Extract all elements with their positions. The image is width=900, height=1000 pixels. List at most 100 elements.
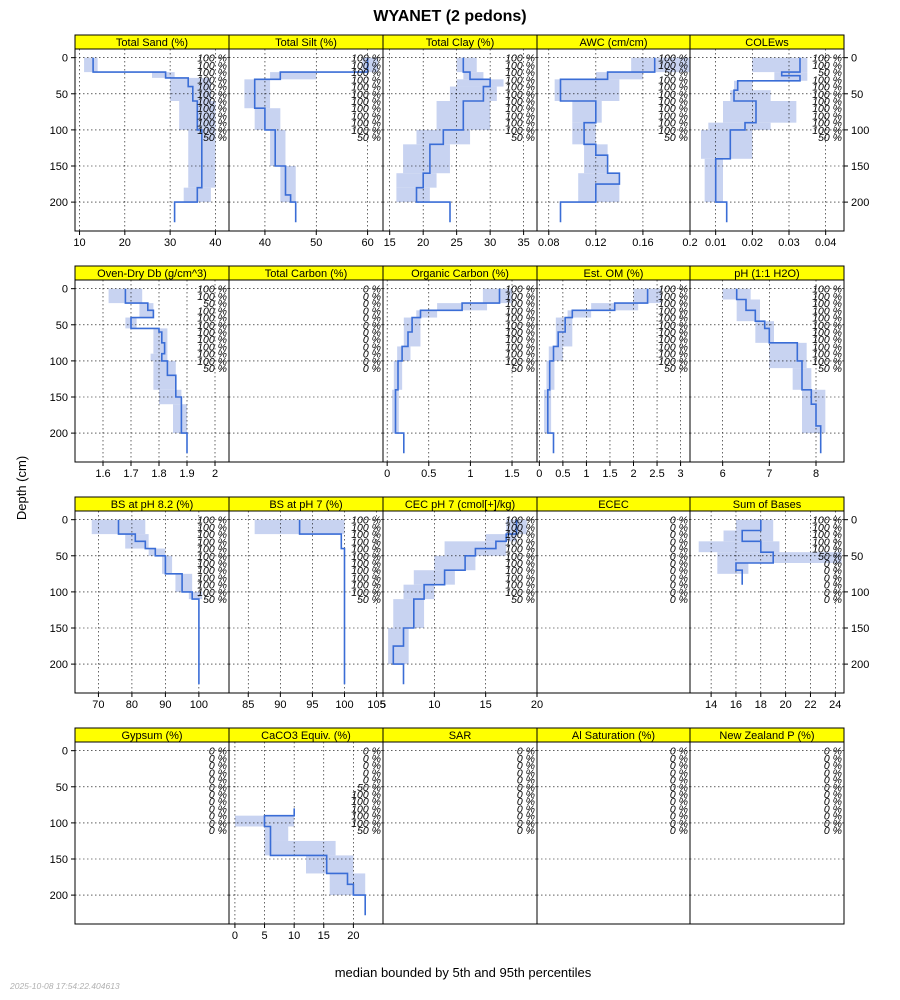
x-tick-label: 0.03 xyxy=(778,237,799,249)
pct-label: 50 % xyxy=(664,132,688,144)
pct-label: 100 % xyxy=(197,96,227,108)
x-tick-label: 85 xyxy=(242,699,254,711)
panel-title: SAR xyxy=(449,730,472,742)
pct-label: 100 % xyxy=(197,103,227,115)
pct-label: 100 % xyxy=(351,529,381,541)
pct-label: 100 % xyxy=(505,82,535,94)
panel-frame xyxy=(689,48,845,232)
pct-label: 100 % xyxy=(812,349,842,361)
pct-label: 100 % xyxy=(812,536,842,548)
pct-label: 100 % xyxy=(351,580,381,592)
y-tick-label-left: 0 xyxy=(62,284,68,296)
pct-label: 100 % xyxy=(197,60,227,72)
percentile-band xyxy=(173,404,187,434)
pct-label: 50 % xyxy=(203,298,227,310)
panel-11: BS at pH 7 (%)100 %100 %100 %100 %100 %1… xyxy=(228,496,386,711)
pct-label: 100 % xyxy=(658,118,688,130)
pct-label: 100 % xyxy=(812,284,842,296)
pct-label: 0 % xyxy=(824,587,842,599)
pct-label: 100 % xyxy=(658,89,688,101)
x-tick-label: 1.5 xyxy=(602,468,617,480)
percentile-band xyxy=(730,90,771,101)
percentile-band xyxy=(704,158,723,203)
x-tick-label: 2 xyxy=(212,468,218,480)
pct-label: 100 % xyxy=(812,103,842,115)
pct-label: 0 % xyxy=(670,789,688,801)
y-tick-label-left: 50 xyxy=(56,782,68,794)
pct-label: 100 % xyxy=(505,118,535,130)
pct-label: 0 % xyxy=(824,818,842,830)
percentile-band xyxy=(701,129,753,159)
pct-label: 50 % xyxy=(511,363,535,375)
pct-label: 0 % xyxy=(209,796,227,808)
pct-label: 100 % xyxy=(505,544,535,556)
pct-label: 100 % xyxy=(658,103,688,115)
percentile-band xyxy=(162,555,173,574)
pct-label: 0 % xyxy=(670,825,688,837)
pct-label: 0 % xyxy=(517,796,535,808)
median-line xyxy=(546,288,649,454)
percentile-band xyxy=(456,79,504,87)
pct-label: 0 % xyxy=(824,565,842,577)
percentile-band xyxy=(280,166,296,203)
pct-label: 0 % xyxy=(517,825,535,837)
percentile-band xyxy=(595,72,643,80)
percentile-band xyxy=(397,346,411,361)
percentile-band xyxy=(396,187,430,203)
y-tick-label-right: 200 xyxy=(851,659,869,671)
pct-label: 100 % xyxy=(197,125,227,137)
pct-label: 100 % xyxy=(505,291,535,303)
pct-label: 100 % xyxy=(197,89,227,101)
percentile-band xyxy=(148,548,166,556)
pct-label: 100 % xyxy=(197,74,227,86)
pct-label: 0 % xyxy=(824,796,842,808)
percentile-band xyxy=(717,563,749,574)
median-line xyxy=(714,57,801,223)
pct-label: 100 % xyxy=(505,60,535,72)
panel-title: Est. OM (%) xyxy=(584,268,644,280)
pct-label: 0 % xyxy=(670,803,688,815)
pct-label: 100 % xyxy=(351,572,381,584)
pct-label: 100 % xyxy=(351,103,381,115)
x-tick-label: 2.5 xyxy=(649,468,664,480)
pct-label: 100 % xyxy=(812,320,842,332)
percentile-band xyxy=(84,57,98,73)
x-tick-label: 0.01 xyxy=(705,237,726,249)
y-tick-label-left: 150 xyxy=(50,392,68,404)
pct-label: 0 % xyxy=(670,746,688,758)
pct-label: 100 % xyxy=(197,515,227,527)
median-line xyxy=(298,519,346,685)
pct-label: 100 % xyxy=(197,334,227,346)
pct-label: 100 % xyxy=(197,587,227,599)
percentile-band xyxy=(152,72,175,78)
median-line xyxy=(415,57,491,223)
pct-label: 0 % xyxy=(670,767,688,779)
panel-15: Gypsum (%)0 %0 %0 %0 %0 %0 %0 %0 %0 %0 %… xyxy=(74,727,230,925)
pct-label: 100 % xyxy=(197,110,227,122)
x-tick-label: 0.5 xyxy=(421,468,436,480)
pct-label: 100 % xyxy=(197,284,227,296)
percentile-band xyxy=(362,57,378,73)
panel-frame xyxy=(689,741,845,925)
x-tick-label: 0 xyxy=(384,468,390,480)
pct-label: 100 % xyxy=(197,327,227,339)
pct-label: 100 % xyxy=(658,305,688,317)
panel-frame xyxy=(689,279,845,463)
pct-label: 50 % xyxy=(203,132,227,144)
median-line xyxy=(263,808,367,916)
y-tick-label-left: 150 xyxy=(50,161,68,173)
panel-3: AWC (cm/cm)100 %100 %50 %100 %100 %100 %… xyxy=(536,34,698,249)
percentile-band xyxy=(554,79,620,101)
pct-label: 100 % xyxy=(812,327,842,339)
percentile-band xyxy=(485,534,517,542)
pct-label: 100 % xyxy=(197,291,227,303)
pct-label: 0 % xyxy=(363,291,381,303)
pct-label: 0 % xyxy=(363,746,381,758)
y-tick-label-right: 200 xyxy=(851,197,869,209)
pct-label: 0 % xyxy=(363,356,381,368)
pct-label: 0 % xyxy=(824,811,842,823)
pct-label: 100 % xyxy=(351,118,381,130)
percentile-band xyxy=(456,57,477,73)
y-tick-label-left: 50 xyxy=(56,551,68,563)
